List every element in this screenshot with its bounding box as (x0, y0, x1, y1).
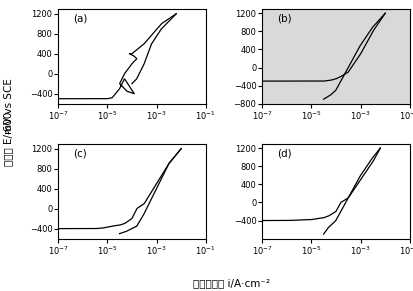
Text: 电流密度， i/A·cm⁻²: 电流密度， i/A·cm⁻² (193, 278, 270, 288)
Text: 电位， E/mV vs SCE: 电位， E/mV vs SCE (3, 78, 13, 166)
Text: (c): (c) (73, 148, 86, 158)
Text: (b): (b) (276, 13, 291, 24)
Text: (a): (a) (73, 13, 87, 24)
Text: -600: -600 (3, 111, 13, 134)
Text: (d): (d) (276, 148, 291, 158)
